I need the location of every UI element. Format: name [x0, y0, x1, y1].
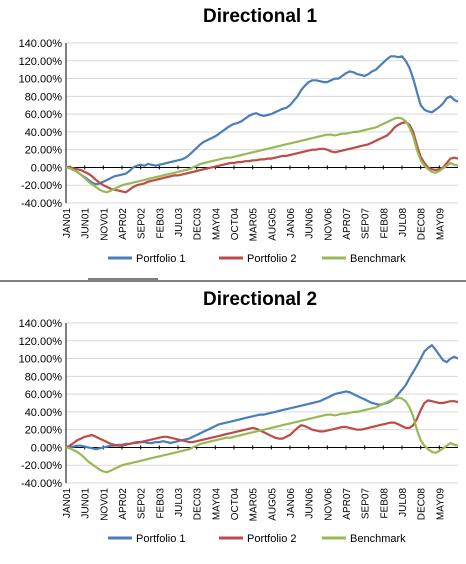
- x-tick-label: DEC08: [417, 208, 428, 241]
- x-tick-label: JAN06: [286, 488, 297, 518]
- series-line-3: [65, 116, 459, 194]
- y-tick-label: 60.00%: [25, 389, 63, 401]
- x-tick-label: OCT04: [230, 208, 241, 241]
- legend-label-1: Portfolio 1: [136, 533, 186, 545]
- y-tick-label: 100.00%: [19, 354, 63, 366]
- y-tick-label: 80.00%: [25, 91, 63, 103]
- x-tick-label: MAY09: [435, 208, 446, 240]
- x-tick-label: MAR05: [249, 488, 260, 522]
- y-tick-label: 40.00%: [25, 127, 63, 139]
- x-tick-label: NOV01: [99, 208, 110, 241]
- x-tick-label: MAY04: [211, 488, 222, 520]
- x-tick-label: SEP07: [361, 488, 372, 520]
- series-line-2: [66, 120, 459, 194]
- x-tick-label: MAY09: [435, 488, 446, 520]
- y-tick-label: -20.00%: [21, 460, 62, 472]
- x-tick-label: JUN01: [81, 208, 92, 239]
- x-tick-label: JUN01: [81, 488, 92, 519]
- y-tick-label: -20.00%: [21, 180, 62, 192]
- x-tick-label: FEB08: [379, 488, 390, 519]
- x-tick-label: FEB03: [155, 488, 166, 519]
- chart-2: Directional 2 140.00% 120.00% 100.00% 80.00%…: [19, 289, 459, 545]
- legend-label-3: Benchmark: [350, 253, 406, 265]
- x-tick-label: MAY04: [211, 208, 222, 240]
- y-tick-label: 140.00%: [19, 38, 63, 50]
- chart-title: Directional 1: [203, 6, 317, 27]
- legend-label-2: Portfolio 2: [247, 533, 297, 545]
- y-tick-label: -40.00%: [21, 198, 62, 210]
- chart-title: Directional 2: [203, 289, 317, 310]
- x-tick-label: JAN06: [286, 208, 297, 238]
- series-line-1: [65, 55, 459, 186]
- y-tick-label: 120.00%: [19, 336, 63, 348]
- x-tick-label: AUG05: [267, 208, 278, 241]
- y-tick-label: 100.00%: [19, 74, 63, 86]
- x-tick-label: SEP02: [137, 208, 148, 240]
- x-tick-label: SEP07: [361, 208, 372, 240]
- x-tick-label: NOV01: [99, 488, 110, 521]
- x-tick-label: NOV06: [323, 208, 334, 241]
- x-tick-label: MAR05: [249, 208, 260, 242]
- x-tick-label: JUN06: [305, 488, 316, 519]
- x-tick-label: AUG05: [267, 488, 278, 521]
- x-tick-label: FEB08: [379, 208, 390, 239]
- x-tick-label: JUL03: [174, 488, 185, 517]
- x-tick-label: APR02: [118, 488, 129, 520]
- chart-1: Directional 1 140.00% 120.00% 100.00% 80.00%…: [19, 6, 459, 265]
- x-tick-label: APR07: [342, 208, 353, 240]
- series-line-2: [65, 399, 459, 449]
- x-tick-label: JUL08: [398, 208, 409, 237]
- y-tick-label: -40.00%: [21, 478, 62, 490]
- y-tick-label: 20.00%: [25, 145, 63, 157]
- x-tick-label: DEC08: [417, 488, 428, 521]
- series-line-3: [65, 396, 459, 474]
- x-tick-label: DEC03: [193, 208, 204, 241]
- x-tick-label: FEB03: [155, 208, 166, 239]
- y-tick-label: 40.00%: [25, 407, 63, 419]
- x-tick-label: OCT04: [230, 488, 241, 521]
- x-tick-label: APR02: [118, 208, 129, 240]
- x-tick-label: SEP02: [137, 488, 148, 520]
- y-tick-label: 60.00%: [25, 109, 63, 121]
- y-tick-label: 0.00%: [31, 162, 62, 174]
- legend-label-1: Portfolio 1: [136, 253, 186, 265]
- legend-label-2: Portfolio 2: [247, 253, 297, 265]
- legend-label-3: Benchmark: [350, 533, 406, 545]
- y-tick-label: 0.00%: [31, 442, 62, 454]
- y-tick-label: 80.00%: [25, 371, 63, 383]
- y-tick-label: 120.00%: [19, 56, 63, 68]
- x-tick-label: JUN06: [305, 208, 316, 239]
- x-tick-label: JAN01: [62, 488, 73, 518]
- y-tick-label: 20.00%: [25, 425, 63, 437]
- x-tick-label: NOV06: [323, 488, 334, 521]
- x-tick-label: JUL08: [398, 488, 409, 517]
- x-tick-label: APR07: [342, 488, 353, 520]
- x-tick-label: JAN01: [62, 208, 73, 238]
- x-tick-label: DEC03: [193, 488, 204, 521]
- x-tick-label: JUL03: [174, 208, 185, 237]
- y-tick-label: 140.00%: [19, 318, 63, 330]
